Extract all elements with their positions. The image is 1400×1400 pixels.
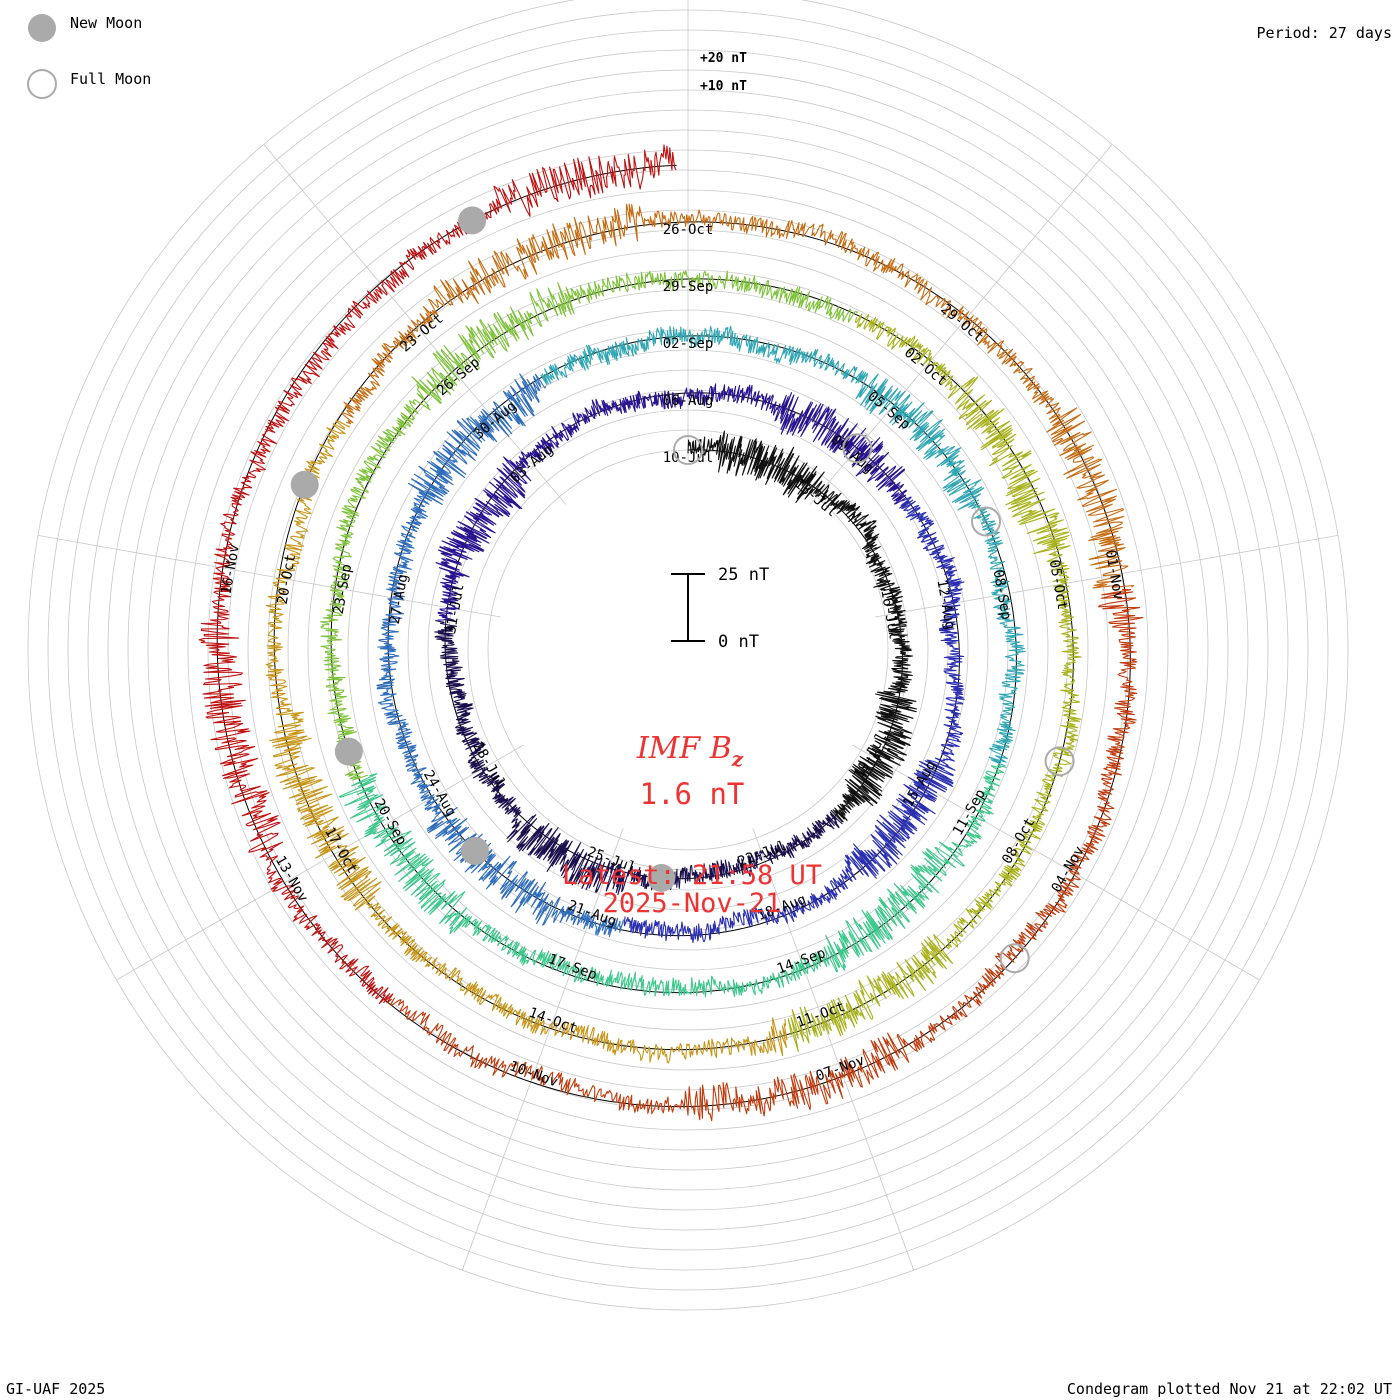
full-moon-marker bbox=[999, 943, 1030, 974]
date-labels: 10-Jul13-Jul16-Jul19-Jul22-Jul25-Jul28-J… bbox=[218, 222, 1126, 1091]
date-label: 12-Aug bbox=[933, 578, 958, 631]
bz-rotation-segment bbox=[623, 496, 965, 944]
scale-lower-label: +10 nT bbox=[700, 79, 747, 94]
date-label: 05-Oct bbox=[1046, 559, 1071, 612]
date-label: 06-Aug bbox=[663, 393, 714, 409]
bz-rotation-segment bbox=[434, 620, 843, 895]
bz-rotation-segment bbox=[265, 420, 788, 1064]
scale-bar-top-label: 25 nT bbox=[718, 565, 769, 585]
new-moon-legend-icon bbox=[28, 14, 56, 42]
full-moon-marker bbox=[842, 433, 873, 464]
date-label: 31-Jul bbox=[443, 583, 468, 636]
bz-rotation-segment bbox=[338, 764, 1007, 998]
new-moon-marker bbox=[461, 837, 489, 865]
date-label: 10-Nov bbox=[507, 1058, 560, 1090]
full-moon-marker bbox=[971, 506, 1001, 537]
full-moon-legend-label: Full Moon bbox=[70, 70, 151, 88]
new-moon-marker bbox=[334, 737, 363, 766]
center-title: IMF Bz bbox=[636, 731, 744, 771]
full-moon-marker bbox=[673, 435, 703, 465]
full-moon-marker bbox=[1044, 746, 1075, 777]
grid-spoke bbox=[809, 144, 1113, 505]
date-label: 17-Sep bbox=[546, 951, 599, 983]
date-label: 14-Oct bbox=[526, 1005, 579, 1037]
bz-rotation-segment bbox=[198, 144, 677, 1005]
new-moon-marker bbox=[290, 470, 319, 499]
grid-spoke bbox=[461, 828, 624, 1271]
new-moon-legend-label: New Moon bbox=[70, 14, 142, 32]
new-moon-marker bbox=[647, 864, 676, 892]
date-label: 07-Nov bbox=[814, 1052, 867, 1084]
bz-data-trace bbox=[198, 144, 1144, 1122]
date-label: 02-Sep bbox=[663, 336, 714, 352]
grid-ring bbox=[27, 0, 1349, 1311]
grid-spoke bbox=[116, 744, 524, 981]
zero-baseline bbox=[216, 164, 1131, 1108]
date-label: 14-Sep bbox=[775, 945, 828, 977]
bz-rotation-segment bbox=[435, 383, 908, 621]
center-value: 1.6 nT bbox=[640, 777, 745, 811]
bz-rotation-segment bbox=[341, 203, 1135, 589]
period-label: Period: 27 days bbox=[1257, 24, 1392, 42]
footer-credit: GI-UAF 2025 bbox=[6, 1380, 105, 1398]
scale-bar-bottom-label: 0 nT bbox=[718, 632, 759, 652]
date-label: 23-Sep bbox=[331, 563, 356, 616]
new-moon-marker bbox=[458, 206, 487, 235]
bz-rotation-segment bbox=[376, 373, 625, 938]
center-title-sub: z bbox=[731, 747, 744, 771]
grid-spoke bbox=[37, 534, 501, 618]
date-label: 29-Sep bbox=[663, 279, 714, 295]
bz-rotation-segment bbox=[787, 313, 1082, 1052]
moon-markers bbox=[290, 206, 1075, 974]
center-title-main: IMF B bbox=[636, 731, 732, 766]
date-label: 26-Oct bbox=[663, 222, 714, 238]
bz-rotation-segment bbox=[540, 325, 1026, 767]
zero-baseline-spiral bbox=[216, 164, 1131, 1108]
bz-rotation-segment bbox=[320, 270, 859, 781]
latest-time: Latest: 21:58 UT bbox=[562, 860, 822, 891]
latest-date: 2025-Nov-21 bbox=[603, 888, 782, 919]
grid-spoke bbox=[752, 828, 915, 1271]
scale-bar bbox=[671, 573, 705, 642]
full-moon-legend-icon bbox=[27, 69, 57, 99]
date-label: 20-Oct bbox=[275, 553, 300, 606]
scale-upper-label: +20 nT bbox=[700, 51, 747, 66]
bz-rotation-segment bbox=[687, 430, 918, 823]
bz-rotation-segment bbox=[390, 589, 1144, 1122]
footer-plot-time: Condegram plotted Nov 21 at 22:02 UT bbox=[1067, 1380, 1392, 1398]
date-label: 16-Jul bbox=[877, 588, 902, 641]
grid-spoke bbox=[263, 144, 567, 505]
